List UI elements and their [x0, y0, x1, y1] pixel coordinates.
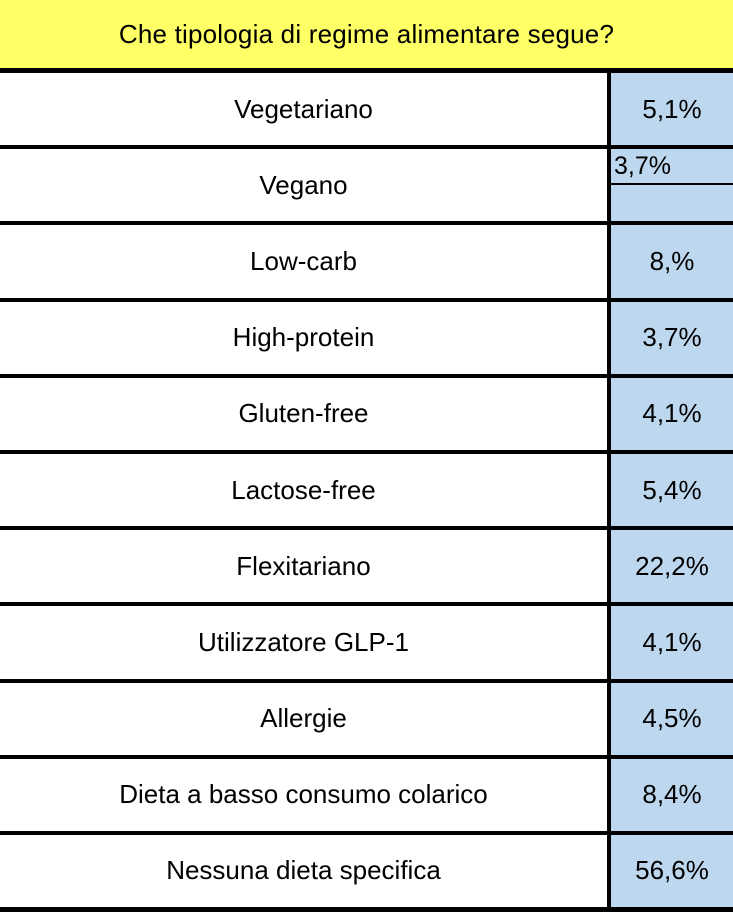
percentage-cell: 8,%: [607, 225, 733, 298]
percentage-cell: 5,1%: [607, 73, 733, 146]
percentage-value: 4,5%: [642, 703, 702, 734]
percentage-cell: 4,1%: [607, 606, 733, 679]
percentage-cell: 8,4%: [607, 758, 733, 831]
diet-label: Low-carb: [0, 225, 607, 298]
table-row: Allergie 4,5%: [0, 682, 733, 759]
table-row: Low-carb 8,%: [0, 225, 733, 302]
percentage-value: 5,4%: [642, 474, 702, 505]
percentage-value: 22,2%: [635, 550, 709, 581]
percentage-value: 3,7%: [642, 322, 702, 353]
percentage-cell: 3,7%: [607, 301, 733, 374]
diet-label: Vegetariano: [0, 73, 607, 146]
diet-label: Lactose-free: [0, 453, 607, 527]
table-row: Gluten-free 4,1%: [0, 377, 733, 454]
percentage-cell: 22,2%: [607, 530, 733, 603]
table-body: Vegetariano 5,1% Vegano 3,7% Low-carb 8,…: [0, 73, 733, 913]
diet-label: Utilizzatore GLP-1: [0, 606, 607, 679]
percentage-cell: 3,7%: [607, 149, 733, 222]
table-row: Flexitariano 22,2%: [0, 530, 733, 607]
table-row: High-protein 3,7%: [0, 301, 733, 378]
percentage-cell: 56,6%: [607, 834, 733, 908]
diet-label: Flexitariano: [0, 530, 607, 603]
table-row: Nessuna dieta specifica 56,6%: [0, 834, 733, 913]
diet-label: Gluten-free: [0, 377, 607, 450]
diet-label: High-protein: [0, 301, 607, 374]
table-row: Lactose-free 5,4%: [0, 453, 733, 531]
table-row: Vegano 3,7%: [0, 149, 733, 226]
table-row: Utilizzatore GLP-1 4,1%: [0, 606, 733, 683]
percentage-value: 56,6%: [635, 855, 709, 886]
percentage-value: 4,1%: [642, 398, 702, 429]
table-row: Dieta a basso consumo colarico 8,4%: [0, 758, 733, 835]
diet-label: Vegano: [0, 149, 607, 222]
diet-label: Nessuna dieta specifica: [0, 834, 607, 908]
percentage-cell: 4,1%: [607, 377, 733, 450]
percentage-value: 5,1%: [642, 93, 702, 124]
percentage-value: 8,4%: [642, 779, 702, 810]
diet-label: Dieta a basso consumo colarico: [0, 758, 607, 831]
percentage-value: 4,1%: [642, 626, 702, 657]
percentage-value: 3,7%: [611, 149, 733, 186]
table-title: Che tipologia di regime alimentare segue…: [0, 0, 733, 73]
percentage-value: 8,%: [649, 245, 695, 276]
percentage-cell: 5,4%: [607, 453, 733, 527]
diet-label: Allergie: [0, 682, 607, 755]
empty-subcell: [611, 185, 733, 221]
table-row: Vegetariano 5,1%: [0, 73, 733, 150]
percentage-cell: 4,5%: [607, 682, 733, 755]
